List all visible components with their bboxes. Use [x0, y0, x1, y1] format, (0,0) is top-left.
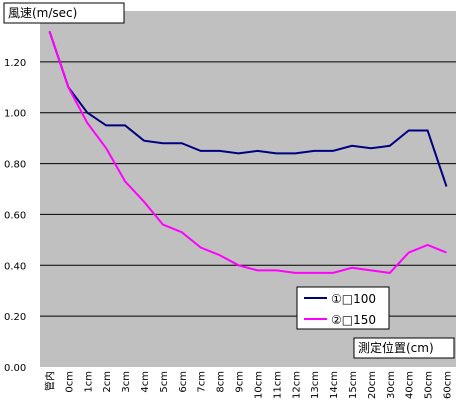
x-tick-label: 8cm [216, 371, 227, 393]
x-tick-label: 4cm [140, 371, 151, 393]
y-tick-label: 1.00 [4, 109, 26, 120]
x-tick-label: 60cm [443, 371, 454, 399]
series-line-1 [48, 30, 448, 187]
x-tick-label: 1cm [83, 371, 94, 393]
series-lines [48, 30, 448, 274]
y-tick-label: 0.80 [4, 160, 26, 171]
y-tick-labels: 0.00 0.20 0.40 0.60 0.80 1.00 1.20 [4, 58, 26, 374]
x-tick-label: 2cm [102, 371, 113, 393]
legend-box [296, 286, 390, 330]
y-tick-label: 0.40 [4, 261, 26, 272]
x-tick-label: 40cm [405, 371, 416, 399]
x-tick-label: 10cm [253, 371, 264, 399]
x-tick-label: 30cm [386, 371, 397, 399]
legend-label-series-2: ②□150 [331, 313, 376, 327]
series-line-2 [48, 30, 447, 274]
legend: ①□100 ②□150 [296, 286, 390, 330]
x-tick-label: 5cm [159, 371, 170, 393]
x-tick-label: 13cm [310, 371, 321, 399]
y-axis-title: 風速(m/sec) [8, 6, 77, 20]
x-tick-label: 7cm [197, 371, 208, 393]
x-tick-label: 11cm [272, 371, 283, 399]
x-tick-label: 12cm [291, 371, 302, 399]
x-tick-label: 50cm [424, 371, 435, 399]
x-tick-label: 0cm [64, 371, 75, 393]
y-axis-title-box [3, 2, 125, 24]
x-axis-title-box [353, 337, 455, 359]
y-tick-label: 0.60 [4, 210, 26, 221]
y-tick-label: 0.20 [4, 312, 26, 323]
x-tick-label: 3cm [121, 371, 132, 393]
x-axis-title: 測定位置(cm) [358, 340, 434, 355]
plot-area [40, 11, 456, 367]
y-tick-label: 0.00 [4, 363, 26, 374]
x-tick-label: 6cm [178, 371, 189, 393]
x-tick-label: 9cm [235, 371, 246, 393]
x-tick-label: 20cm [367, 371, 378, 399]
x-tick-label: 14cm [329, 371, 340, 399]
y-tick-label: 1.20 [4, 58, 26, 69]
x-tick-label: 15cm [348, 371, 359, 399]
legend-label-series-1: ①□100 [331, 292, 376, 306]
x-tick-labels: 管内 0cm 1cm 2cm 3cm 4cm 5cm 6cm 7cm 8cm 9cm 10cm 11cm… [43, 371, 453, 399]
x-tick-label: 管内 [43, 371, 56, 391]
